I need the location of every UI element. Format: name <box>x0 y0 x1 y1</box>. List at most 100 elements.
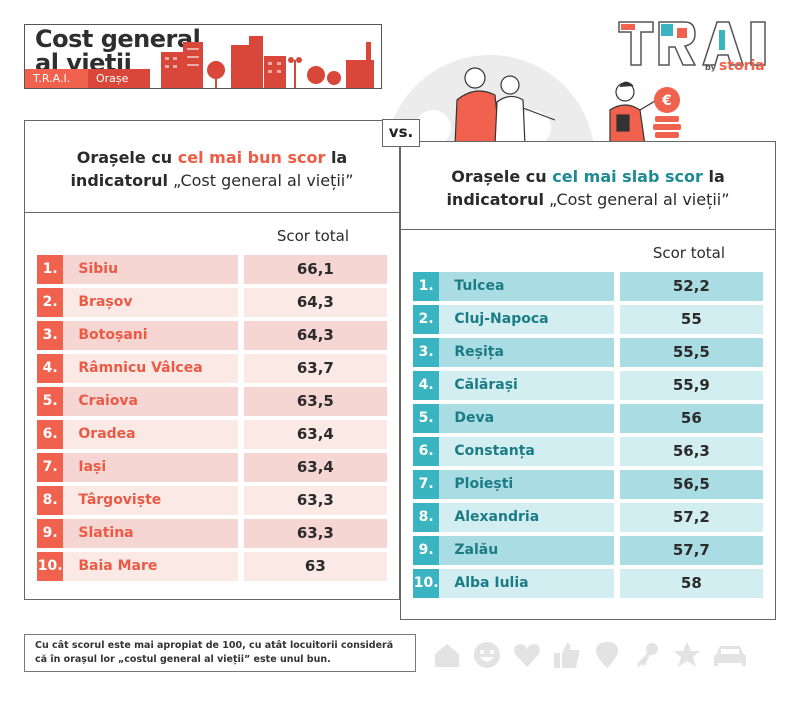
ranking-row: 1. Sibiu 66,1 <box>37 255 387 284</box>
heading-highlight: cel mai slab scor <box>552 166 703 186</box>
city-name: Baia Mare <box>63 552 238 581</box>
ranking-row: 2. Cluj-Napoca 55 <box>413 305 763 334</box>
heading-pre: Orașele cu <box>76 147 178 167</box>
heading-indicator: indicatorul <box>70 170 168 190</box>
city-name: Tulcea <box>439 272 614 301</box>
heading-post: la <box>702 166 725 186</box>
score-value: 56 <box>619 404 763 433</box>
score-value: 57,2 <box>619 503 763 532</box>
city-name: Alba Iulia <box>439 569 614 598</box>
ranking-row: 7. Iași 63,4 <box>37 453 387 482</box>
star-icon <box>674 642 700 667</box>
score-value: 64,3 <box>243 321 387 350</box>
city-name: Deva <box>439 404 614 433</box>
title-line-1: Cost general <box>35 25 201 53</box>
rank-number: 2. <box>413 305 440 334</box>
heading-pre: Orașele cu <box>451 166 553 186</box>
heading-indicator-name: „Cost general al vieții” <box>167 170 354 190</box>
worst-score-panel: Orașele cu cel mai slab scor la indicato… <box>400 141 776 620</box>
rank-number: 9. <box>37 519 64 548</box>
score-value: 56,5 <box>619 470 763 499</box>
column-header-score: Scor total <box>276 227 349 245</box>
ranking-row: 3. Reșița 55,5 <box>413 338 763 367</box>
score-value: 63,4 <box>243 453 387 482</box>
smiley-icon <box>474 642 500 668</box>
title-block: Cost general al vieții T.R.A.I. Orașe <box>24 24 382 89</box>
city-name: Călărași <box>439 371 614 400</box>
rank-number: 10. <box>37 552 64 581</box>
rank-number: 5. <box>37 387 64 416</box>
score-value: 58 <box>619 569 763 598</box>
city-name: Râmnicu Vâlcea <box>63 354 238 383</box>
trai-logo-icon <box>618 21 766 66</box>
rank-number: 2. <box>37 288 64 317</box>
rank-number: 8. <box>37 486 64 515</box>
ranking-row: 8. Alexandria 57,2 <box>413 503 763 532</box>
city-name: Reșița <box>439 338 614 367</box>
ranking-row: 10. Baia Mare 63 <box>37 552 387 581</box>
city-name: Craiova <box>63 387 238 416</box>
vs-label: vs. <box>382 119 420 147</box>
ranking-row: 7. Ploiești 56,5 <box>413 470 763 499</box>
city-name: Slatina <box>63 519 238 548</box>
icon-strip <box>432 640 748 670</box>
city-name: Iași <box>63 453 238 482</box>
heading-indicator: indicatorul <box>446 189 544 209</box>
city-name: Sibiu <box>63 255 238 284</box>
score-value: 64,3 <box>243 288 387 317</box>
score-value: 63 <box>243 552 387 581</box>
best-score-panel: Orașele cu cel mai bun scor la indicator… <box>24 120 400 600</box>
score-value: 66,1 <box>243 255 387 284</box>
ranking-row: 1. Tulcea 52,2 <box>413 272 763 301</box>
footnote: Cu cât scorul este mai apropiat de 100, … <box>24 634 416 672</box>
tag-trai: T.R.A.I. <box>25 69 88 88</box>
city-name: Brașov <box>63 288 238 317</box>
rank-number: 1. <box>37 255 64 284</box>
score-value: 63,7 <box>243 354 387 383</box>
rank-number: 8. <box>413 503 440 532</box>
city-name: Zalău <box>439 536 614 565</box>
ranking-row: 4. Călărași 55,9 <box>413 371 763 400</box>
score-value: 55 <box>619 305 763 334</box>
rank-number: 3. <box>413 338 440 367</box>
score-value: 55,9 <box>619 371 763 400</box>
score-value: 52,2 <box>619 272 763 301</box>
house-icon <box>435 644 459 667</box>
storia-brand: by storia <box>705 58 765 74</box>
worst-ranking-list: 1. Tulcea 52,2 2. Cluj-Napoca 55 3. Reșița 55,5 4… <box>401 272 775 598</box>
rank-number: 7. <box>413 470 440 499</box>
score-value: 63,3 <box>243 486 387 515</box>
ranking-row: 4. Râmnicu Vâlcea 63,7 <box>37 354 387 383</box>
tag-orase: Orașe <box>88 69 150 88</box>
heading-post: la <box>325 147 348 167</box>
ranking-row: 9. Slatina 63,3 <box>37 519 387 548</box>
rank-number: 10. <box>413 569 440 598</box>
city-skyline-icon <box>161 36 374 88</box>
worst-panel-heading: Orașele cu cel mai slab scor la indicato… <box>401 142 775 230</box>
city-name: Alexandria <box>439 503 614 532</box>
page-title: Cost general al vieții <box>35 25 201 75</box>
svg-text:€: € <box>661 93 672 109</box>
thumbs-up-icon <box>554 643 580 668</box>
city-name: Ploiești <box>439 470 614 499</box>
ranking-row: 6. Oradea 63,4 <box>37 420 387 449</box>
ranking-row: 10. Alba Iulia 58 <box>413 569 763 598</box>
key-icon <box>637 643 658 667</box>
location-pin-icon <box>596 642 618 668</box>
ranking-row: 5. Craiova 63,5 <box>37 387 387 416</box>
score-value: 57,7 <box>619 536 763 565</box>
city-name: Târgoviște <box>63 486 238 515</box>
city-name: Constanța <box>439 437 614 466</box>
rank-number: 6. <box>37 420 64 449</box>
rank-number: 4. <box>413 371 440 400</box>
rank-number: 3. <box>37 321 64 350</box>
city-name: Cluj-Napoca <box>439 305 614 334</box>
heading-indicator-name: „Cost general al vieții” <box>543 189 730 209</box>
rank-number: 7. <box>37 453 64 482</box>
city-name: Oradea <box>63 420 238 449</box>
people-illustration-icon: € <box>454 67 681 145</box>
best-panel-heading: Orașele cu cel mai bun scor la indicator… <box>25 121 399 213</box>
city-name: Botoșani <box>63 321 238 350</box>
ranking-row: 5. Deva 56 <box>413 404 763 433</box>
brand-by: by <box>705 63 716 72</box>
